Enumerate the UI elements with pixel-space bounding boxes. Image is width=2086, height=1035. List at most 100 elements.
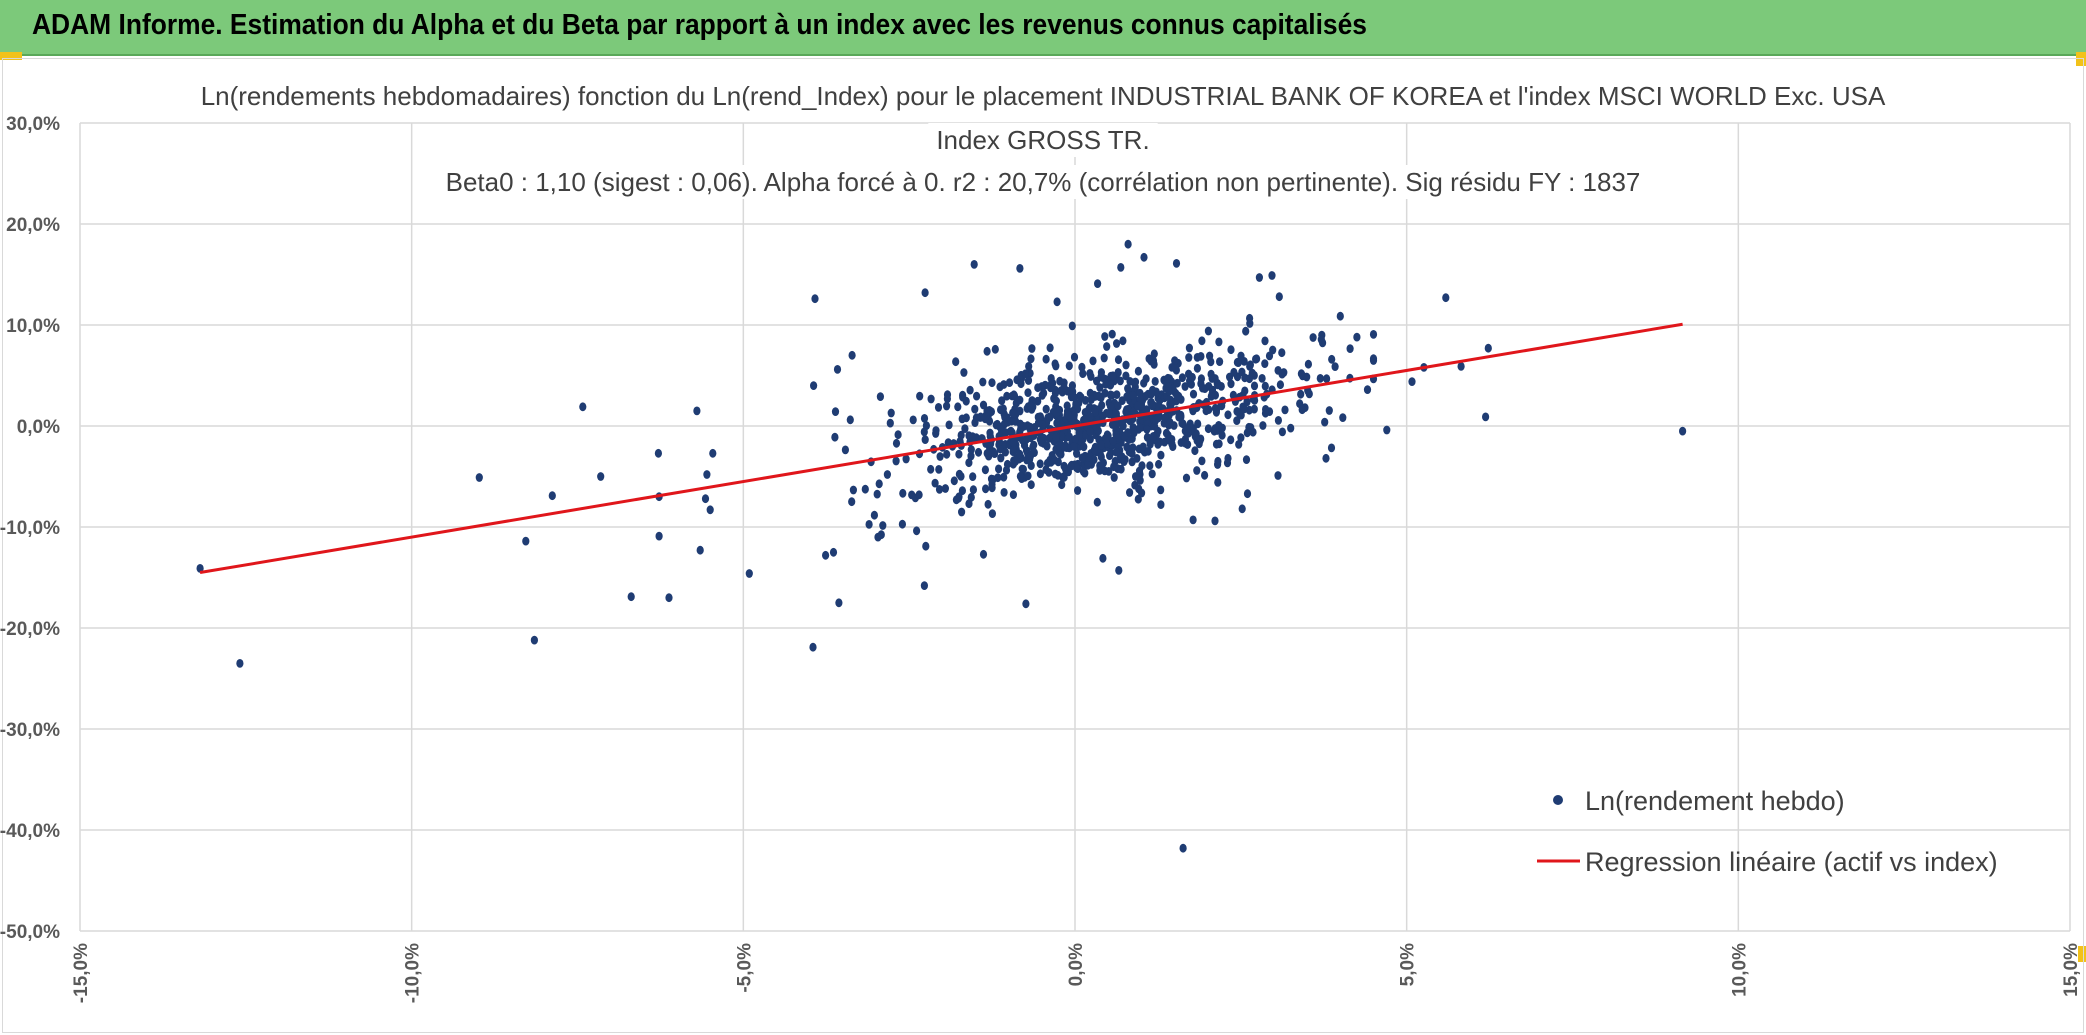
scatter-point bbox=[962, 396, 970, 406]
scatter-point bbox=[1198, 336, 1206, 346]
scatter-point bbox=[1457, 362, 1465, 371]
scatter-point bbox=[1026, 451, 1034, 461]
scatter-point bbox=[841, 445, 850, 455]
scatter-point bbox=[1072, 463, 1081, 473]
scatter-point bbox=[1191, 446, 1199, 456]
scatter-point bbox=[913, 526, 921, 536]
scatter-point bbox=[920, 581, 929, 590]
scatter-point bbox=[1383, 425, 1391, 435]
scatter-point bbox=[1240, 404, 1248, 414]
scatter-point bbox=[1098, 461, 1106, 471]
scatter-point bbox=[1199, 383, 1207, 393]
scatter-point bbox=[941, 484, 950, 493]
scatter-point bbox=[1309, 333, 1317, 342]
scatter-point bbox=[1237, 351, 1245, 361]
chart-title-line: Ln(rendements hebdomadaires) fonction du… bbox=[201, 81, 1886, 111]
scatter-point bbox=[1034, 396, 1042, 406]
scatter-point bbox=[1109, 436, 1117, 446]
scatter-point bbox=[969, 432, 977, 441]
legend-label-line: Regression linéaire (actif vs index) bbox=[1585, 847, 1998, 877]
scatter-point bbox=[548, 491, 556, 501]
scatter-point bbox=[988, 378, 996, 388]
corner-marker-top-right bbox=[2076, 52, 2086, 66]
scatter-point bbox=[1353, 332, 1361, 342]
scatter-point bbox=[1298, 405, 1306, 415]
scatter-point bbox=[1297, 389, 1305, 399]
scatter-point bbox=[1093, 497, 1101, 507]
scatter-point bbox=[870, 510, 879, 520]
scatter-point bbox=[932, 429, 940, 438]
scatter-point bbox=[1131, 377, 1140, 387]
x-tick-label: -10,0% bbox=[403, 943, 424, 1003]
scatter-point bbox=[1084, 460, 1092, 470]
scatter-point bbox=[969, 485, 978, 495]
scatter-point bbox=[920, 414, 929, 423]
scatter-point bbox=[1052, 433, 1060, 442]
scatter-point bbox=[1086, 369, 1094, 378]
scatter-point bbox=[1078, 453, 1086, 463]
scatter-point bbox=[1046, 412, 1054, 422]
scatter-point bbox=[1193, 466, 1201, 475]
y-tick-label: 20,0% bbox=[6, 215, 60, 236]
scatter-point bbox=[1112, 447, 1120, 457]
scatter-point bbox=[1178, 373, 1186, 383]
scatter-point bbox=[1154, 413, 1162, 423]
scatter-point bbox=[961, 424, 969, 433]
scatter-point bbox=[1024, 471, 1032, 481]
scatter-point bbox=[1278, 348, 1286, 358]
scatter-point bbox=[1043, 441, 1051, 451]
scatter-point bbox=[522, 536, 530, 546]
scatter-point bbox=[1233, 407, 1241, 416]
scatter-point bbox=[1198, 456, 1206, 466]
scatter-point bbox=[865, 520, 873, 529]
scatter-point bbox=[1223, 458, 1232, 468]
scatter-point bbox=[954, 402, 962, 412]
scatter-point bbox=[1129, 391, 1137, 400]
scatter-point bbox=[1134, 494, 1142, 504]
scatter-point bbox=[1165, 386, 1173, 396]
scatter-point bbox=[1211, 390, 1219, 400]
scatter-point bbox=[984, 499, 992, 509]
scatter-point bbox=[1346, 344, 1354, 353]
scatter-point bbox=[943, 394, 952, 404]
scatter-point bbox=[1185, 353, 1193, 362]
scatter-point bbox=[1086, 427, 1094, 437]
title-backdrop bbox=[437, 165, 1649, 199]
scatter-point bbox=[1024, 376, 1033, 385]
scatter-point bbox=[1068, 321, 1076, 331]
scatter-point bbox=[1442, 293, 1450, 303]
scatter-point bbox=[1087, 395, 1095, 404]
scatter-point bbox=[1204, 326, 1212, 336]
y-tick-label: 0,0% bbox=[17, 417, 60, 438]
legend-label-scatter: Ln(rendement hebdo) bbox=[1585, 786, 1845, 816]
scatter-point bbox=[1119, 336, 1127, 346]
scatter-point bbox=[1136, 394, 1144, 404]
scatter-point bbox=[1110, 473, 1118, 482]
scatter-point bbox=[1065, 361, 1073, 371]
scatter-point bbox=[1075, 430, 1083, 440]
scatter-point bbox=[1025, 362, 1033, 371]
scatter-point bbox=[1246, 319, 1254, 328]
scatter-point bbox=[1105, 409, 1113, 419]
scatter-point bbox=[1208, 374, 1216, 383]
scatter-point bbox=[1317, 335, 1325, 344]
scatter-point bbox=[1243, 489, 1252, 499]
y-tick-label: -30,0% bbox=[0, 720, 60, 741]
scatter-point bbox=[835, 598, 843, 608]
scatter-point bbox=[846, 415, 854, 425]
scatter-point bbox=[1242, 326, 1250, 336]
scatter-point bbox=[627, 592, 635, 602]
scatter-point bbox=[1172, 259, 1181, 268]
scatter-point bbox=[1178, 418, 1186, 428]
scatter-point bbox=[994, 473, 1002, 483]
scatter-point bbox=[1085, 404, 1093, 414]
scatter-point bbox=[1090, 445, 1098, 455]
scatter-point bbox=[991, 449, 999, 458]
scatter-point bbox=[1010, 390, 1018, 400]
scatter-point bbox=[943, 401, 951, 411]
corner-marker-top-left bbox=[0, 52, 22, 60]
scatter-point bbox=[1060, 442, 1068, 452]
scatter-point bbox=[979, 549, 988, 559]
scatter-point bbox=[1107, 390, 1115, 400]
scatter-point bbox=[1170, 421, 1178, 430]
